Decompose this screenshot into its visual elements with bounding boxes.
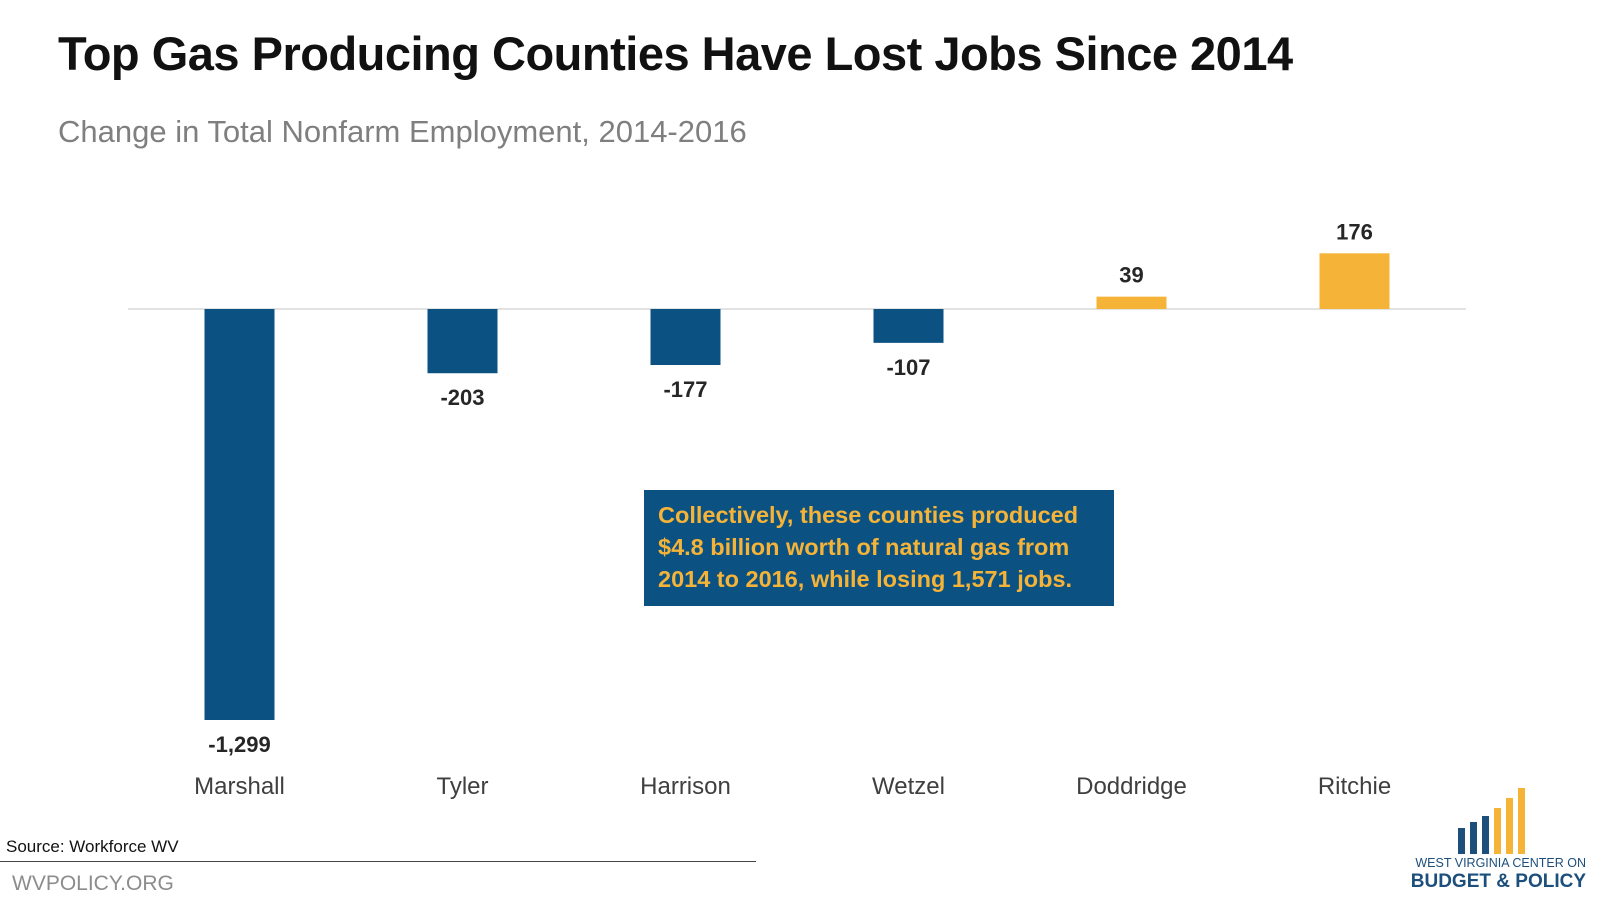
- category-label-tyler: Tyler: [436, 773, 488, 800]
- source-divider: [0, 861, 756, 862]
- bar-marshall: [204, 309, 275, 720]
- chart-labels-layer: -1,299 -203 -177 -107 39 176: [208, 219, 1373, 757]
- category-label-doddridge: Doddridge: [1076, 773, 1187, 800]
- chart-categories-layer: Marshall Tyler Harrison Wetzel Doddridge Ritc…: [194, 773, 1391, 800]
- annotation-callout: Collectively, these counties produced $4…: [644, 490, 1114, 606]
- category-label-wetzel: Wetzel: [872, 773, 945, 800]
- logo-text-line2: BUDGET & POLICY: [1410, 871, 1586, 892]
- data-label-ritchie: 176: [1336, 219, 1373, 244]
- bar-doddridge: [1096, 296, 1167, 309]
- chart-bars-layer: [204, 253, 1390, 720]
- logo-bar: [1458, 828, 1465, 854]
- data-label-harrison: -177: [663, 377, 707, 402]
- category-label-marshall: Marshall: [194, 773, 285, 800]
- bar-tyler: [427, 309, 498, 374]
- organization-logo: WEST VIRGINIA CENTER ON BUDGET & POLICY: [1388, 788, 1588, 896]
- chart-subtitle: Change in Total Nonfarm Employment, 2014…: [58, 114, 747, 149]
- logo-bar: [1506, 798, 1513, 854]
- bar-wetzel: [873, 309, 944, 343]
- logo-bar: [1518, 788, 1525, 854]
- logo-bar: [1482, 816, 1489, 854]
- bar-chart: -1,299 -203 -177 -107 39 176 Marshall Tyler Har…: [128, 219, 1466, 800]
- chart-title: Top Gas Producing Counties Have Lost Job…: [58, 27, 1293, 80]
- category-label-ritchie: Ritchie: [1318, 773, 1391, 800]
- data-label-marshall: -1,299: [208, 732, 270, 757]
- logo-text-line1: WEST VIRGINIA CENTER ON: [1415, 856, 1586, 870]
- logo-bar: [1494, 808, 1501, 854]
- data-label-tyler: -203: [440, 385, 484, 410]
- data-label-wetzel: -107: [886, 355, 930, 380]
- bar-ritchie: [1319, 253, 1390, 309]
- source-note: Source: Workforce WV: [6, 837, 179, 856]
- bar-harrison: [650, 309, 721, 366]
- site-url: WVPOLICY.ORG: [12, 872, 174, 895]
- logo-bars-icon: [1458, 788, 1525, 854]
- data-label-doddridge: 39: [1119, 263, 1143, 288]
- logo-bar: [1470, 822, 1477, 854]
- category-label-harrison: Harrison: [640, 773, 731, 800]
